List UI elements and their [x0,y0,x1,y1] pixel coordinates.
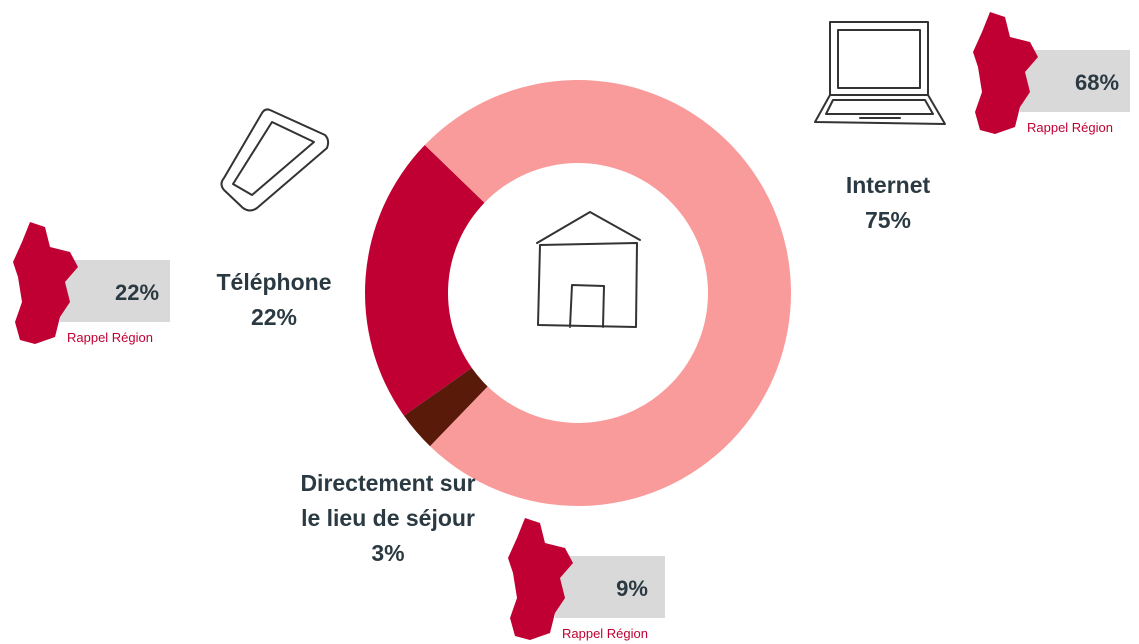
donut-slice [403,367,488,447]
region-map [13,222,78,344]
region-value: 9% [616,576,648,601]
category-label: Directement sur le lieu de séjour 3% [293,466,483,571]
category-name: Internet [845,172,931,198]
phone-icon [220,108,330,212]
donut-slice [424,80,791,507]
region-label: Rappel Région [1027,120,1113,135]
value-label: 22% [250,304,298,330]
region-box [555,556,665,618]
category-label: Internet 75% [808,168,968,238]
region-value: 22% [115,280,159,305]
region-box [60,260,170,322]
region-callout: 9% Rappel Région [508,518,665,641]
donut-slice [364,145,485,416]
value-label: 3% [371,540,405,566]
category-name: Directement sur le lieu de séjour [300,470,476,531]
category-name: Téléphone [216,269,332,295]
region-value: 68% [1075,70,1119,95]
region-map [508,518,573,640]
region-map [973,12,1038,134]
region-box [1020,50,1130,112]
value-label: 75% [864,207,912,233]
house-icon [536,211,641,328]
region-callout: 22% Rappel Région [13,222,170,345]
region-label: Rappel Région [562,626,648,641]
laptop-icon [814,21,946,125]
region-label: Rappel Région [67,330,153,345]
region-callout: 68% Rappel Région [973,12,1130,135]
category-label: Téléphone 22% [194,265,354,335]
